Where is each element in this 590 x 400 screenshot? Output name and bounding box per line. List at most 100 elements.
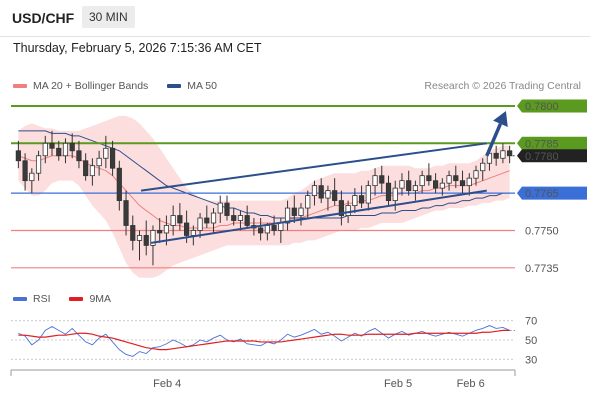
candle-body <box>406 180 412 192</box>
candle <box>493 145 499 166</box>
candle <box>22 153 28 191</box>
candle-body <box>493 152 499 159</box>
candle <box>49 130 55 156</box>
level-label-0.7750: 0.7750 <box>525 225 559 237</box>
candle <box>419 170 425 194</box>
rsi-tick-label: 70 <box>525 316 537 328</box>
candle <box>372 168 378 196</box>
candle-body <box>412 185 419 192</box>
candle-body <box>507 150 513 157</box>
candle-body <box>271 225 277 231</box>
candle <box>42 135 48 164</box>
candle <box>35 150 42 181</box>
candle <box>96 150 102 176</box>
candle <box>325 185 331 211</box>
candle <box>311 180 318 206</box>
channel-lower-line <box>150 189 487 244</box>
ma9-swatch <box>69 297 84 302</box>
ma20-label: MA 20 + Bollinger Bands <box>33 80 149 92</box>
candle-body <box>433 180 439 189</box>
candle-body <box>103 147 109 159</box>
candle <box>89 158 95 186</box>
legend-item-ma50: MA 50 <box>167 80 217 92</box>
candle-body <box>426 175 432 182</box>
x-axis-label: Feb 4 <box>153 378 181 390</box>
candle-body <box>42 142 48 157</box>
candle-body <box>318 185 324 199</box>
rsi-label: RSI <box>33 293 51 305</box>
level-label-0.7735: 0.7735 <box>525 263 559 275</box>
ma50-label: MA 50 <box>187 80 217 92</box>
candle <box>123 190 129 236</box>
rsi-series-9ma <box>18 329 510 351</box>
legend-item-ma20: MA 20 + Bollinger Bands <box>13 80 148 92</box>
candle <box>15 140 21 169</box>
candle <box>29 168 35 194</box>
candle-body <box>453 175 459 182</box>
timeframe-button[interactable]: 30 MIN <box>82 6 135 28</box>
candle <box>412 180 419 201</box>
candle <box>69 133 75 159</box>
candle-body <box>264 225 270 234</box>
symbol-label[interactable]: USD/CHF <box>12 10 75 26</box>
candle-body <box>190 230 196 236</box>
level-tag-box <box>517 186 587 200</box>
candle-body <box>96 157 102 167</box>
candle-body <box>305 195 311 209</box>
candle <box>453 165 459 189</box>
candle <box>244 205 250 228</box>
candle-body <box>76 150 82 162</box>
level-tag-0.7785: 0.7785 <box>517 136 587 150</box>
candle <box>197 213 203 238</box>
channel-upper-line <box>140 142 487 192</box>
ma50-swatch <box>167 84 182 89</box>
candle-body <box>284 207 291 224</box>
candle <box>305 190 311 219</box>
candle-body <box>143 235 149 246</box>
ma20-swatch <box>13 84 27 89</box>
candle-body <box>204 217 210 224</box>
candle-body <box>466 177 472 187</box>
legend-item-9ma: 9MA <box>69 293 111 305</box>
candle-body <box>298 207 304 216</box>
candle <box>56 140 62 161</box>
candle-body <box>170 215 176 226</box>
candle <box>379 165 385 194</box>
candle <box>258 218 264 241</box>
candle <box>271 215 277 236</box>
candle-body <box>22 160 28 182</box>
level-tag-box <box>517 136 587 150</box>
candle-body <box>311 185 318 197</box>
level-tag-0.7765: 0.7765 <box>517 186 587 200</box>
candle <box>136 230 143 261</box>
candle-body <box>258 227 264 234</box>
candle-body <box>184 222 190 236</box>
candle <box>231 208 237 226</box>
projection-arrow-head <box>493 110 508 127</box>
candle <box>358 185 365 209</box>
rsi-tick-label: 30 <box>525 354 537 366</box>
candle <box>76 140 82 169</box>
candle-body <box>372 175 378 187</box>
candle <box>83 153 89 181</box>
candle-body <box>62 142 69 157</box>
candle-body <box>325 190 331 199</box>
candle <box>507 145 513 164</box>
candle <box>500 143 506 164</box>
candle-body <box>35 155 42 174</box>
candle-body <box>150 230 156 246</box>
candle-body <box>237 215 244 221</box>
candle <box>130 215 136 251</box>
level-tag-text: 0.7765 <box>525 188 559 200</box>
candle <box>284 200 291 231</box>
candle-body <box>459 180 466 187</box>
candle-body <box>345 205 351 216</box>
candle <box>399 173 405 196</box>
candle-body <box>210 212 217 224</box>
candle-body <box>116 167 122 201</box>
candle-body <box>130 225 136 241</box>
candle-body <box>352 195 358 206</box>
candle-body <box>29 172 35 182</box>
rsi-legend: RSI 9MA <box>13 293 127 305</box>
